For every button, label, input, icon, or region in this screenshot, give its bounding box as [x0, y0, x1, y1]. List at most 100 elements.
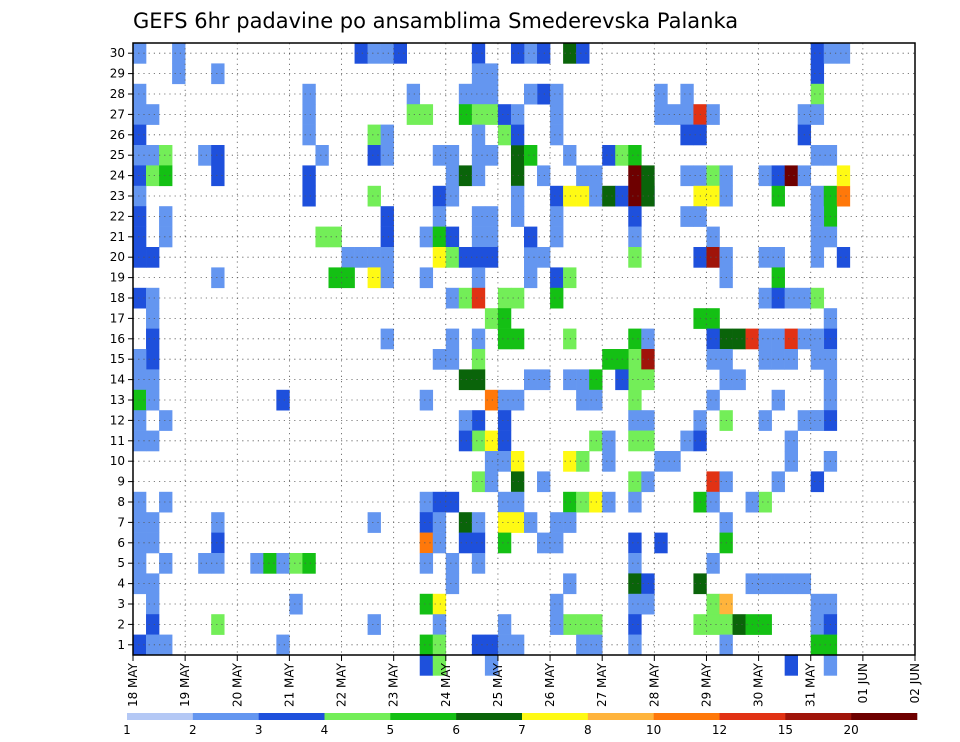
heatmap-cell	[524, 267, 538, 289]
heatmap-cell	[445, 573, 460, 595]
heatmap-cell	[315, 145, 329, 166]
heatmap-cell	[758, 410, 772, 431]
heatmap-cell	[550, 83, 564, 105]
heatmap-cell	[706, 491, 720, 513]
heatmap-cell	[628, 349, 642, 370]
heatmap-cell	[146, 512, 160, 533]
heatmap-cell	[302, 553, 316, 574]
y-tick-label: 1	[117, 638, 125, 652]
heatmap-cell	[432, 614, 447, 635]
heatmap-cell	[445, 247, 460, 268]
colorbar-swatch	[522, 713, 589, 720]
heatmap-cell	[445, 328, 460, 350]
heatmap-cell	[628, 532, 642, 554]
heatmap-cell	[706, 349, 720, 370]
heatmap-cell	[133, 369, 147, 391]
y-tick-label: 6	[117, 536, 125, 550]
heatmap-cell	[458, 83, 473, 105]
heatmap-cell	[706, 614, 720, 635]
heatmap-cell	[367, 512, 381, 533]
heatmap-cell	[406, 83, 421, 105]
heatmap-cell	[471, 532, 486, 554]
heatmap-cell	[836, 165, 851, 187]
heatmap-cell	[250, 553, 264, 574]
heatmap-cell	[784, 165, 798, 187]
heatmap-cell	[432, 532, 447, 554]
heatmap-cell	[576, 634, 590, 656]
colorbar-label: 7	[518, 723, 526, 737]
heatmap-cell	[732, 369, 746, 391]
heatmap-cell	[367, 145, 381, 166]
heatmap-cell	[471, 287, 486, 309]
heatmap-cell	[133, 145, 147, 166]
heatmap-cell	[497, 451, 512, 472]
heatmap-cell	[458, 512, 473, 533]
heatmap-cell	[328, 267, 342, 289]
heatmap-cell	[484, 389, 499, 411]
heatmap-cell	[380, 226, 394, 248]
heatmap-cell	[432, 491, 447, 513]
heatmap-cell	[367, 43, 381, 64]
heatmap-cell	[367, 614, 381, 635]
heatmap-cell	[706, 471, 720, 493]
x-tick-label: 31 MAY	[804, 662, 818, 707]
heatmap-cell	[810, 145, 825, 166]
heatmap-cell	[628, 165, 642, 187]
y-tick-label: 28	[110, 87, 125, 101]
y-tick-label: 22	[110, 209, 125, 223]
heatmap-cell	[758, 328, 772, 350]
heatmap-cell	[172, 63, 186, 85]
heatmap-cell	[550, 206, 564, 227]
heatmap-cell	[471, 512, 486, 533]
heatmap-cell	[276, 634, 290, 656]
heatmap-cell	[537, 532, 551, 554]
chart-title: GEFS 6hr padavine po ansamblima Smederev…	[133, 9, 738, 33]
heatmap-cell	[732, 614, 746, 635]
heatmap-cell	[510, 491, 525, 513]
heatmap-cell	[445, 226, 460, 248]
y-tick-label: 30	[110, 46, 125, 60]
colorbar-swatch	[390, 713, 457, 720]
heatmap-cell	[602, 185, 616, 207]
heatmap-cell	[471, 553, 486, 574]
heatmap-cell	[484, 634, 499, 656]
heatmap-cell	[810, 328, 825, 350]
heatmap-cell	[419, 655, 434, 676]
colorbar-label: 2	[189, 723, 197, 737]
heatmap-cell	[680, 104, 694, 125]
heatmap-cell	[432, 349, 447, 370]
heatmap-cell	[537, 83, 551, 105]
heatmap-cell	[550, 124, 564, 146]
heatmap-cell	[784, 287, 798, 309]
colorbar-swatch	[653, 713, 720, 720]
heatmap-cell	[445, 491, 460, 513]
heatmap-cell	[810, 83, 825, 105]
heatmap-cell	[706, 185, 720, 207]
y-tick-label: 10	[110, 454, 125, 468]
heatmap-cell	[471, 328, 486, 350]
heatmap-cell	[576, 451, 590, 472]
y-tick-label: 9	[117, 475, 125, 489]
heatmap-cell	[497, 491, 512, 513]
heatmap-cell	[159, 410, 173, 431]
x-tick-label: 26 MAY	[543, 662, 557, 707]
heatmap-cell	[133, 43, 147, 64]
heatmap-cell	[706, 247, 720, 268]
heatmap-cell	[445, 287, 460, 309]
heatmap-cell	[784, 349, 798, 370]
heatmap-cell	[550, 532, 564, 554]
heatmap-cell	[563, 43, 577, 64]
heatmap-cell	[576, 614, 590, 635]
heatmap-cell	[823, 655, 838, 676]
heatmap-cell	[758, 349, 772, 370]
heatmap-cell	[576, 389, 590, 411]
y-tick-label: 4	[117, 577, 125, 591]
heatmap-cell	[484, 226, 499, 248]
heatmap-cell	[563, 185, 577, 207]
heatmap-cell	[810, 43, 825, 64]
heatmap-cell	[563, 614, 577, 635]
heatmap-cell	[563, 328, 577, 350]
y-tick-label: 2	[117, 617, 125, 631]
heatmap-cell	[810, 63, 825, 85]
